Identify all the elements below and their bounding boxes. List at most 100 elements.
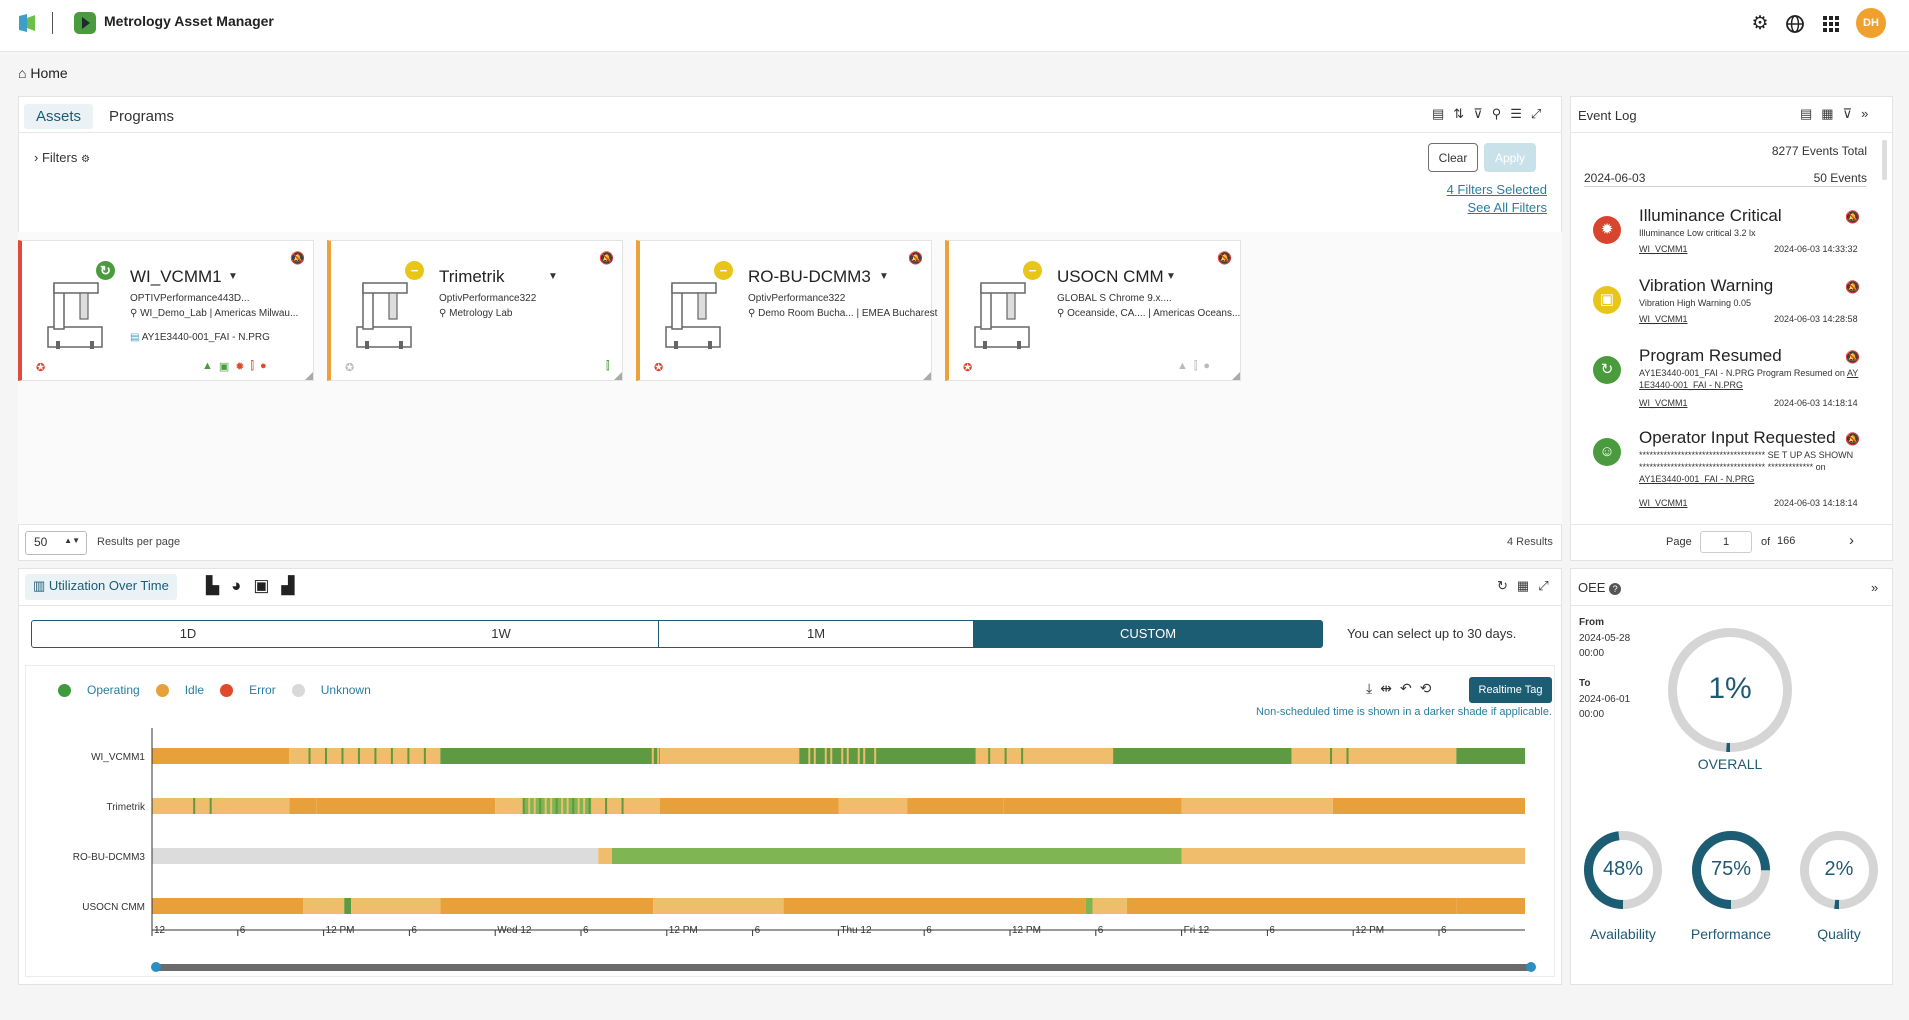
clear-filter-icon[interactable]: ⊽ — [1473, 106, 1483, 121]
timeline-segment[interactable] — [863, 748, 866, 764]
timeline-segment[interactable] — [1004, 748, 1007, 764]
bell-muted-icon[interactable]: 🔕 — [1845, 280, 1860, 294]
timeline-segment[interactable] — [1330, 748, 1333, 764]
settings-gear-icon[interactable]: ⚙ — [1751, 13, 1769, 34]
timeline-segment[interactable] — [830, 748, 833, 764]
filters-selected-link[interactable]: 4 Filters Selected — [1446, 182, 1547, 197]
timeline-segment[interactable] — [660, 748, 798, 764]
apply-button[interactable]: Apply — [1484, 143, 1536, 172]
timeline-segment[interactable] — [824, 748, 827, 764]
next-page-icon[interactable]: › — [1849, 532, 1854, 549]
timeline-segment[interactable] — [583, 798, 586, 814]
event-program-link[interactable]: AY 1E3440-001_FAI - N.PRG — [1639, 368, 1859, 390]
timeline-segment[interactable] — [566, 798, 569, 814]
bell-muted-icon[interactable]: 🔕 — [908, 251, 923, 265]
asset-card[interactable]: − Trimetrik ▼ 🔕 OptivPerformance322 ⚲ Me… — [327, 240, 623, 381]
timeline-segment[interactable] — [907, 798, 1004, 814]
timeline-segment[interactable] — [1003, 798, 1182, 814]
timeline-segment[interactable] — [341, 748, 344, 764]
timeline-segment[interactable] — [423, 748, 426, 764]
bell-muted-icon[interactable]: 🔕 — [1845, 210, 1860, 224]
scroller-handle[interactable] — [1526, 962, 1536, 972]
timeline-segment[interactable] — [975, 748, 1114, 764]
legend-label[interactable]: Unknown — [320, 683, 371, 697]
asset-name[interactable]: WI_VCMM1 — [130, 267, 222, 286]
range-1d-button[interactable]: 1D — [31, 620, 345, 648]
export-file-icon[interactable]: ▤ — [1800, 106, 1813, 121]
timeline-segment[interactable] — [407, 748, 410, 764]
timeline-segment[interactable] — [1181, 848, 1525, 864]
range-custom-button[interactable]: CUSTOM — [973, 620, 1323, 648]
timeline-segment[interactable] — [561, 798, 564, 814]
timeline-segment[interactable] — [193, 798, 196, 814]
asset-name[interactable]: USOCN CMM — [1057, 267, 1164, 286]
asset-card[interactable]: ↻ WI_VCMM1 ▼ 🔕 OPTIVPerformance443D... ⚲… — [18, 240, 314, 381]
timeline-segment[interactable] — [152, 898, 304, 914]
timeline-segment[interactable] — [808, 748, 811, 764]
timeline-segment[interactable] — [357, 748, 360, 764]
timeline-segment[interactable] — [522, 798, 525, 814]
breadcrumb-home[interactable]: Home — [30, 65, 68, 81]
asset-card[interactable]: − USOCN CMM ▼ 🔕 GLOBAL S Chrome 9.x.... … — [945, 240, 1241, 381]
timeline-segment[interactable] — [434, 748, 437, 764]
timeline-segment[interactable] — [1092, 898, 1127, 914]
caret-down-icon[interactable]: ▼ — [1166, 271, 1176, 282]
timeline-segment[interactable] — [539, 798, 542, 814]
timeline-segment[interactable] — [289, 798, 317, 814]
event-asset-link[interactable]: WI_VCMM1 — [1639, 398, 1688, 408]
timeline-segment[interactable] — [198, 798, 201, 814]
bell-muted-icon[interactable]: 🔕 — [1845, 350, 1860, 364]
undo-icon[interactable]: ↶ — [1399, 680, 1412, 696]
timeline-segment[interactable] — [591, 798, 661, 814]
range-scroller[interactable] — [156, 964, 1531, 971]
timeline-segment[interactable] — [374, 748, 377, 764]
timeline-segment[interactable] — [1352, 748, 1355, 764]
expand-icon[interactable]: ⤢ — [1538, 578, 1549, 593]
timeline-segment[interactable] — [1357, 748, 1360, 764]
timeline-segment[interactable] — [1113, 748, 1292, 764]
range-1m-button[interactable]: 1M — [659, 620, 974, 648]
list-view-icon[interactable]: ☰ — [1510, 106, 1522, 121]
timeline-segment[interactable] — [598, 848, 612, 864]
timeline-segment[interactable] — [344, 898, 352, 914]
timeline-segment[interactable] — [330, 748, 333, 764]
gear-icon[interactable]: ⚙ — [80, 154, 90, 165]
globe-icon[interactable] — [1783, 12, 1807, 36]
utilization-timeline-chart[interactable]: WI_VCMM1 Trimetrik RO-BU-DCMM3 USOCN CMM 12 6… — [0, 720, 1560, 980]
range-1w-button[interactable]: 1W — [344, 620, 659, 648]
timeline-segment[interactable] — [1319, 748, 1322, 764]
tab-assets[interactable]: Assets — [24, 104, 94, 129]
timeline-segment[interactable] — [797, 748, 800, 764]
user-avatar[interactable]: DH — [1856, 8, 1886, 38]
timeline-segment[interactable] — [797, 748, 976, 764]
timeline-segment[interactable] — [335, 748, 338, 764]
timeline-segment[interactable] — [352, 748, 355, 764]
timeline-segment[interactable] — [835, 748, 838, 764]
page-input[interactable]: 1 — [1700, 531, 1752, 553]
timeline-segment[interactable] — [385, 748, 388, 764]
timeline-segment[interactable] — [215, 798, 218, 814]
timeline-segment[interactable] — [533, 798, 536, 814]
timeline-segment[interactable] — [346, 748, 349, 764]
timeline-segment[interactable] — [605, 798, 608, 814]
asset-name[interactable]: Trimetrik — [439, 267, 505, 286]
realtime-tag-button[interactable]: Realtime Tag — [1469, 677, 1552, 703]
help-icon[interactable]: ? — [1609, 583, 1622, 595]
app-grid-icon[interactable] — [1819, 12, 1843, 36]
timeline-segment[interactable] — [1021, 748, 1024, 764]
collapse-panel-icon[interactable]: » — [1871, 580, 1879, 595]
timeline-segment[interactable] — [852, 748, 855, 764]
legend-label[interactable]: Error — [249, 683, 276, 697]
timeline-segment[interactable] — [802, 748, 805, 764]
timeline-segment[interactable] — [838, 798, 908, 814]
timeline-segment[interactable] — [1456, 898, 1525, 914]
legend-label[interactable]: Idle — [184, 683, 205, 697]
trend-chart-icon[interactable]: ▟ — [281, 576, 295, 595]
timeline-segment[interactable] — [1291, 748, 1457, 764]
timeline-segment[interactable] — [610, 798, 613, 814]
timeline-segment[interactable] — [1085, 898, 1093, 914]
timeline-segment[interactable] — [316, 798, 496, 814]
timeline-segment[interactable] — [528, 798, 531, 814]
resize-handle-icon[interactable] — [1232, 372, 1240, 380]
timeline-segment[interactable] — [363, 748, 366, 764]
